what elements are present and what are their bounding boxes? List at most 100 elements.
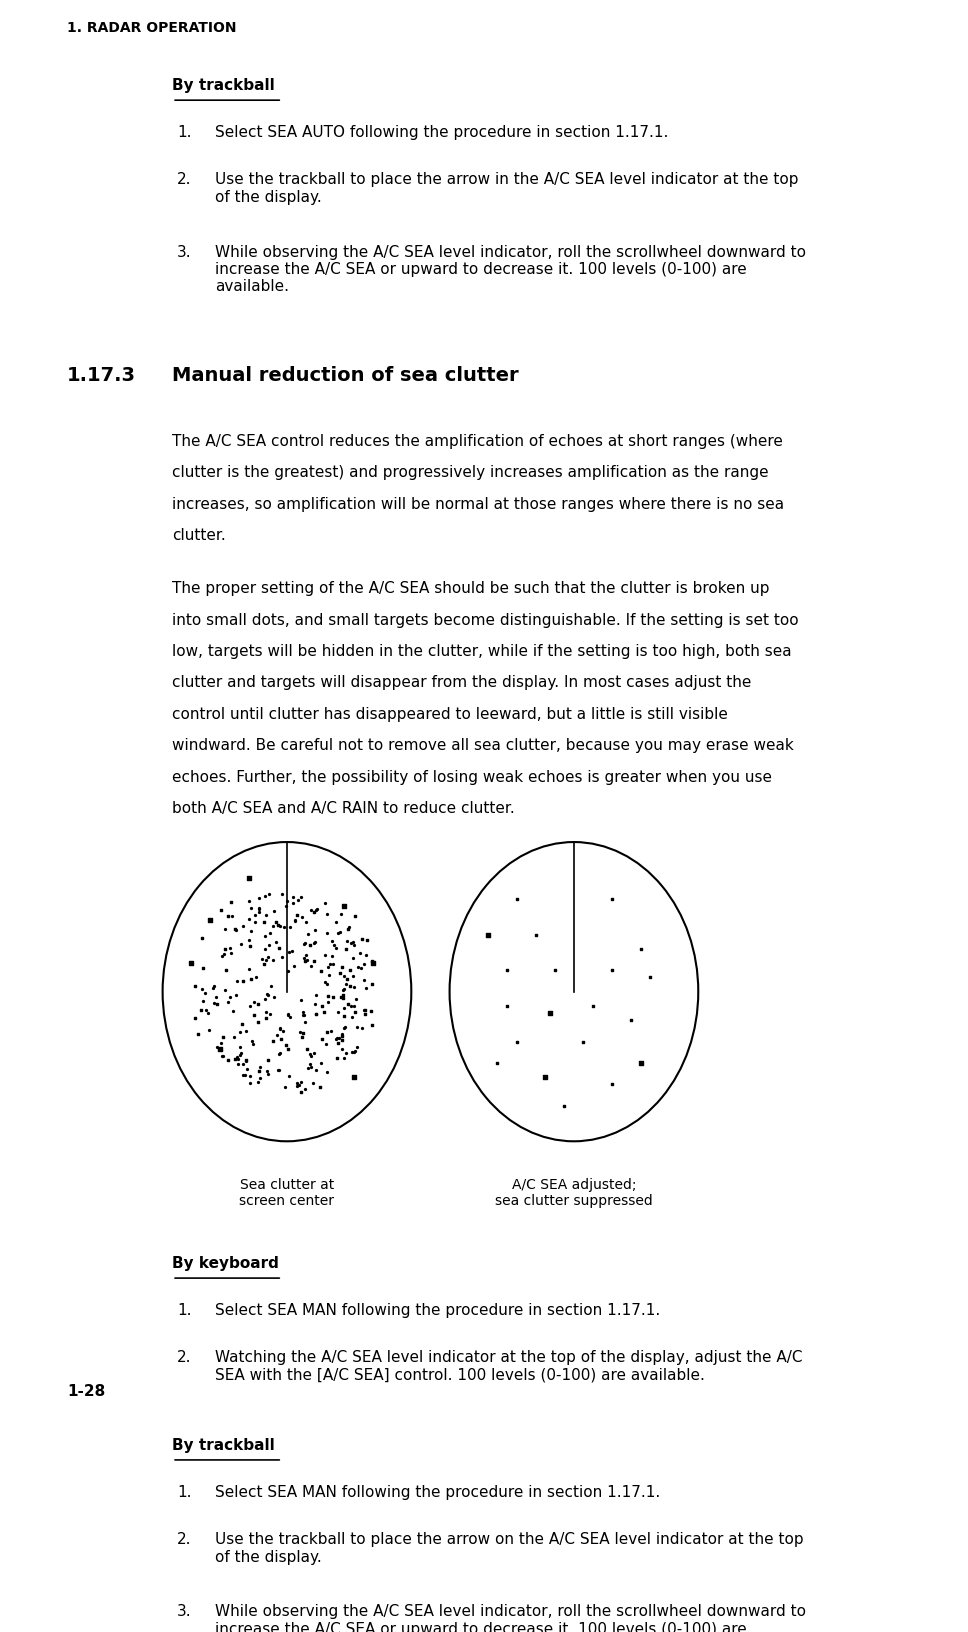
Point <box>297 1075 313 1102</box>
Point <box>277 914 292 940</box>
Point <box>343 994 358 1020</box>
Text: 2.: 2. <box>177 173 192 188</box>
Point <box>341 914 356 940</box>
Point <box>313 1051 328 1077</box>
Point <box>334 1036 349 1062</box>
Point <box>197 981 213 1007</box>
Point <box>344 1004 359 1030</box>
Point <box>200 1000 216 1027</box>
Point <box>257 937 273 963</box>
Point <box>318 1031 334 1058</box>
Point <box>281 940 296 966</box>
Point <box>356 951 372 978</box>
Text: echoes. Further, the possibility of losing weak echoes is greater when you use: echoes. Further, the possibility of losi… <box>172 769 772 783</box>
Point <box>242 1064 257 1090</box>
Text: Manual reduction of sea clutter: Manual reduction of sea clutter <box>172 366 519 385</box>
Point <box>282 1004 297 1030</box>
Point <box>223 940 238 966</box>
Point <box>297 930 313 956</box>
Text: By trackball: By trackball <box>172 78 275 93</box>
Point <box>320 982 336 1009</box>
Point <box>286 885 301 911</box>
Point <box>332 920 348 947</box>
Point <box>262 1002 278 1028</box>
Point <box>336 1015 351 1041</box>
Text: By trackball: By trackball <box>172 1438 275 1452</box>
Text: The A/C SEA control reduces the amplification of echoes at short ranges (where: The A/C SEA control reduces the amplific… <box>172 434 783 449</box>
Point <box>547 958 562 984</box>
Point <box>499 994 515 1020</box>
Point <box>623 1007 639 1033</box>
Point <box>293 1069 309 1095</box>
Point <box>274 945 289 971</box>
Point <box>280 1036 295 1062</box>
Text: Select SEA MAN following the procedure in section 1.17.1.: Select SEA MAN following the procedure i… <box>215 1302 660 1317</box>
Point <box>282 1062 297 1089</box>
Point <box>206 973 222 999</box>
Point <box>343 973 358 999</box>
Point <box>307 948 322 974</box>
Point <box>252 1054 267 1080</box>
Point <box>252 898 267 924</box>
Point <box>270 912 286 938</box>
Point <box>194 997 209 1023</box>
Point <box>322 951 338 978</box>
Point <box>214 1043 229 1069</box>
Point <box>257 883 273 909</box>
Point <box>557 1093 572 1120</box>
Point <box>319 1059 335 1085</box>
Point <box>232 1035 248 1061</box>
Point <box>209 1035 225 1061</box>
Point <box>257 951 272 978</box>
Text: While observing the A/C SEA level indicator, roll the scrollwheel downward to
in: While observing the A/C SEA level indica… <box>215 1603 806 1632</box>
Point <box>241 956 257 982</box>
Point <box>233 1040 249 1066</box>
Point <box>337 976 352 1002</box>
Point <box>298 909 314 935</box>
Point <box>190 1022 205 1048</box>
Point <box>345 1040 360 1066</box>
Point <box>310 896 325 922</box>
Point <box>196 987 211 1013</box>
Point <box>268 929 284 955</box>
Point <box>348 902 363 929</box>
Point <box>318 969 333 996</box>
Point <box>247 909 262 935</box>
Point <box>576 1028 591 1054</box>
Point <box>281 958 296 984</box>
Point <box>247 989 262 1015</box>
Point <box>338 937 353 963</box>
Point <box>230 1051 246 1077</box>
Point <box>289 1071 305 1097</box>
Point <box>262 920 278 947</box>
Point <box>228 982 244 1009</box>
Point <box>346 930 361 956</box>
Point <box>281 1002 296 1028</box>
Point <box>336 963 351 989</box>
Point <box>290 888 306 914</box>
Point <box>329 1044 345 1071</box>
Text: increases, so amplification will be normal at those ranges where there is no sea: increases, so amplification will be norm… <box>172 496 784 511</box>
Point <box>499 958 515 984</box>
Point <box>244 1028 259 1054</box>
Point <box>287 907 303 934</box>
Point <box>261 881 277 907</box>
Point <box>345 945 360 971</box>
Point <box>315 994 330 1020</box>
Point <box>337 1015 352 1041</box>
Point <box>336 996 351 1022</box>
Point <box>271 1058 287 1084</box>
Point <box>334 955 349 981</box>
Point <box>339 966 354 992</box>
Point <box>271 1041 287 1067</box>
Point <box>319 920 335 947</box>
Text: Sea clutter at
screen center: Sea clutter at screen center <box>239 1177 335 1208</box>
Text: Use the trackball to place the arrow in the A/C SEA level indicator at the top
o: Use the trackball to place the arrow in … <box>215 173 799 204</box>
Point <box>302 1051 318 1077</box>
Point <box>528 922 543 948</box>
Point <box>307 917 322 943</box>
Point <box>354 1015 370 1041</box>
Point <box>257 909 272 935</box>
Point <box>343 958 358 984</box>
Point <box>365 950 380 976</box>
